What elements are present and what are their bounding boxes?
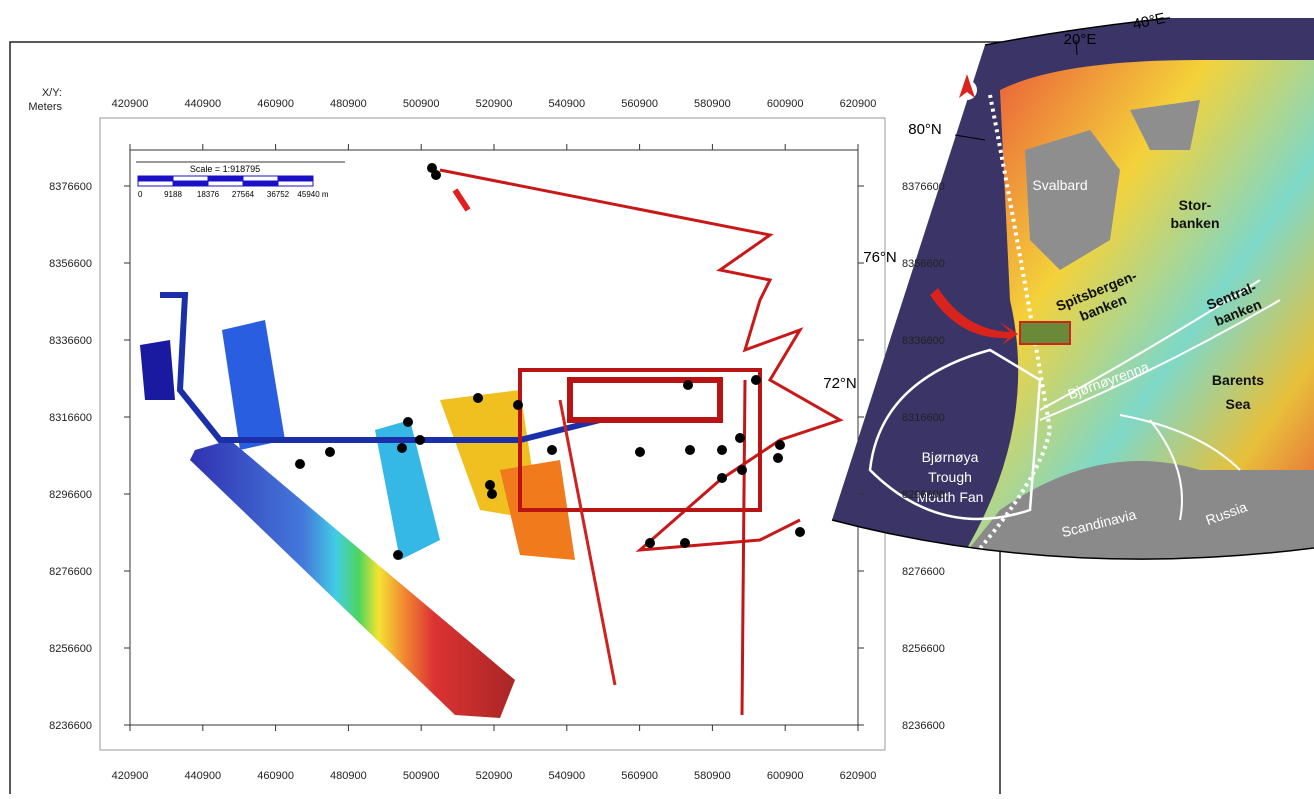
y-tick-label: 8236600: [902, 720, 945, 732]
scale-label: 0: [138, 190, 143, 199]
region-label: Sea: [1226, 396, 1251, 412]
x-tick-label: 600900: [767, 98, 804, 110]
x-tick-label: 560900: [621, 98, 658, 110]
region-label: Svalbard: [1032, 177, 1087, 193]
y-tick-label: 8276600: [49, 566, 92, 578]
x-tick-label: 620900: [840, 98, 877, 110]
scale-segment: [173, 176, 208, 181]
region-label: Bjørnøya: [922, 449, 979, 465]
y-tick-label: 8276600: [902, 566, 945, 578]
y-tick-label: 8296600: [49, 489, 92, 501]
y-tick-label: 8336600: [49, 335, 92, 347]
figure: X/Y: Meters Scale = 1:918795 0 9188 18376 2…: [0, 0, 1314, 794]
x-tick-label: 600900: [767, 770, 804, 782]
y-tick-label: 8256600: [49, 643, 92, 655]
latitude-label: 72°N: [823, 375, 857, 392]
region-label: Trough: [928, 469, 972, 485]
x-tick-label: 460900: [257, 770, 294, 782]
scale-segment: [278, 181, 313, 186]
scale-segment: [243, 181, 278, 186]
x-tick-label: 420900: [112, 770, 149, 782]
axis-label: X/Y:: [42, 87, 62, 99]
scale-segment: [278, 176, 313, 181]
scale-label: 36752: [267, 190, 290, 199]
scale-segment: [138, 176, 173, 181]
region-label: banken: [1170, 215, 1219, 231]
x-tick-label: 440900: [184, 98, 221, 110]
x-tick-label: 440900: [184, 770, 221, 782]
y-tick-label: 8376600: [902, 181, 945, 193]
longitude-label: 20°E: [1064, 31, 1097, 48]
x-tick-label: 580900: [694, 98, 731, 110]
y-tick-label: 8356600: [49, 258, 92, 270]
y-tick-label: 8296600: [902, 489, 945, 501]
scale-segment: [208, 181, 243, 186]
scale-title: Scale = 1:918795: [190, 164, 260, 174]
x-tick-label: 500900: [403, 770, 440, 782]
y-tick-label: 8316600: [902, 412, 945, 424]
y-tick-label: 8236600: [49, 720, 92, 732]
region-label: Barents: [1212, 372, 1264, 388]
x-tick-label: 420900: [112, 98, 149, 110]
x-tick-label: 480900: [330, 770, 367, 782]
x-tick-label: 540900: [548, 770, 585, 782]
region-label: Stor-: [1179, 197, 1212, 213]
scale-label: 45940 m: [297, 190, 328, 199]
y-tick-label: 8256600: [902, 643, 945, 655]
north-label: N: [963, 58, 970, 69]
y-tick-label: 8356600: [902, 258, 945, 270]
x-tick-label: 620900: [840, 770, 877, 782]
y-tick-label: 8316600: [49, 412, 92, 424]
axis-label: Meters: [28, 101, 62, 113]
latitude-label: 80°N: [908, 121, 942, 138]
x-tick-label: 580900: [694, 770, 731, 782]
x-tick-label: 520900: [476, 770, 513, 782]
x-tick-label: 540900: [548, 98, 585, 110]
scale-segment: [138, 181, 173, 186]
scale-label: 27564: [232, 190, 255, 199]
x-tick-label: 460900: [257, 98, 294, 110]
scale-segment: [243, 176, 278, 181]
x-tick-label: 500900: [403, 98, 440, 110]
y-tick-label: 8336600: [902, 335, 945, 347]
y-tick-label: 8376600: [49, 181, 92, 193]
x-tick-label: 560900: [621, 770, 658, 782]
scale-label: 9188: [164, 190, 182, 199]
scale-label: 18376: [197, 190, 220, 199]
x-tick-label: 520900: [476, 98, 513, 110]
scale-segment: [208, 176, 243, 181]
latitude-label: 76°N: [863, 249, 897, 266]
x-tick-label: 480900: [330, 98, 367, 110]
scale-segment: [173, 181, 208, 186]
